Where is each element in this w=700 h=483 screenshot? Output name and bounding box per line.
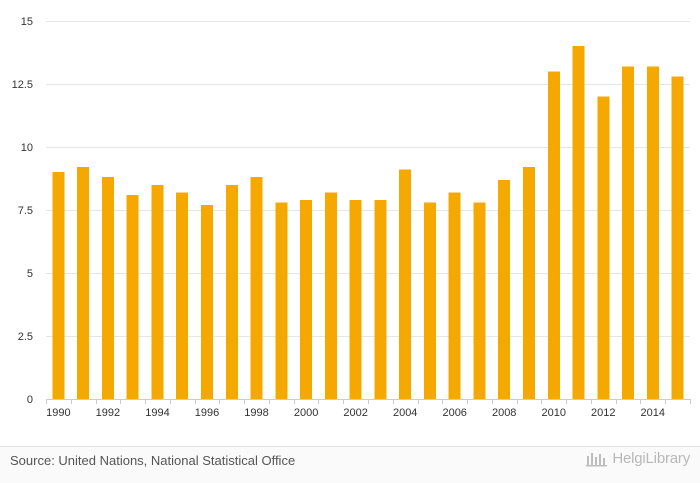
bar-2010[interactable] [547, 71, 560, 400]
brand-name: HelgiLibrary [612, 450, 690, 467]
source-note: Source: United Nations, National Statist… [10, 453, 296, 468]
bar-2007[interactable] [473, 202, 486, 399]
bar-2011[interactable] [572, 46, 585, 399]
grid-lines [46, 21, 690, 337]
x-tick-label: 2002 [343, 407, 367, 419]
x-tick-label: 2006 [442, 407, 466, 419]
bar-2015[interactable] [671, 76, 684, 400]
bar-2002[interactable] [349, 199, 362, 399]
x-tick-label: 1992 [96, 407, 120, 419]
bar-1991[interactable] [77, 167, 90, 399]
bar-chart: 0 2.5 5 7.5 10 12.5 15 1990 1992 1994 1996 1998 200… [12, 16, 691, 419]
bar-2013[interactable] [622, 66, 635, 400]
x-tick-label: 1998 [244, 407, 268, 419]
y-tick-label: 12.5 [12, 79, 33, 91]
y-tick-label: 7.5 [18, 205, 33, 217]
bar-2000[interactable] [300, 199, 313, 399]
bar-1996[interactable] [201, 205, 213, 399]
bar-1992[interactable] [101, 177, 114, 399]
bar-2004[interactable] [399, 169, 412, 399]
brand-logo[interactable]: HelgiLibrary [586, 450, 690, 467]
bar-2014[interactable] [646, 66, 659, 400]
bar-2008[interactable] [498, 179, 511, 399]
bar-1994[interactable] [151, 184, 164, 399]
bar-2001[interactable] [324, 192, 337, 399]
y-tick-label: 2.5 [18, 331, 33, 343]
x-tick-label: 1994 [145, 407, 169, 419]
bar-1993[interactable] [126, 194, 139, 399]
bar-2003[interactable] [374, 199, 387, 399]
x-tick-label: 2000 [294, 407, 318, 419]
bar-2012[interactable] [597, 96, 610, 399]
y-tick-label: 5 [27, 268, 33, 280]
bar-2009[interactable] [523, 167, 535, 399]
x-tick-label: 1996 [195, 407, 219, 419]
x-tick-label: 1990 [46, 407, 70, 419]
x-tick-label: 2014 [641, 407, 665, 419]
bar-2005[interactable] [423, 202, 436, 399]
bar-1999[interactable] [275, 202, 288, 399]
bar-1998[interactable] [250, 177, 263, 399]
y-tick-labels: 0 2.5 5 7.5 10 12.5 15 [12, 16, 33, 406]
library-icon [586, 452, 608, 466]
bar-1995[interactable] [176, 192, 189, 399]
y-tick-label: 0 [27, 394, 33, 406]
bar-1990[interactable] [52, 172, 65, 399]
bar-1997[interactable] [225, 184, 238, 399]
x-tick-label: 2012 [591, 407, 615, 419]
y-tick-label: 15 [21, 16, 33, 28]
bar-2006[interactable] [448, 192, 461, 399]
chart-footer: Source: United Nations, National Statist… [0, 446, 700, 483]
x-tick-label: 2010 [542, 407, 566, 419]
x-tick-label: 2008 [492, 407, 516, 419]
x-tick-labels: 1990 1992 1994 1996 1998 2000 2002 2004 2006 2008… [46, 407, 665, 419]
y-tick-label: 10 [21, 142, 33, 154]
x-tick-label: 2004 [393, 407, 417, 419]
bars [52, 46, 684, 400]
axes [46, 399, 691, 404]
